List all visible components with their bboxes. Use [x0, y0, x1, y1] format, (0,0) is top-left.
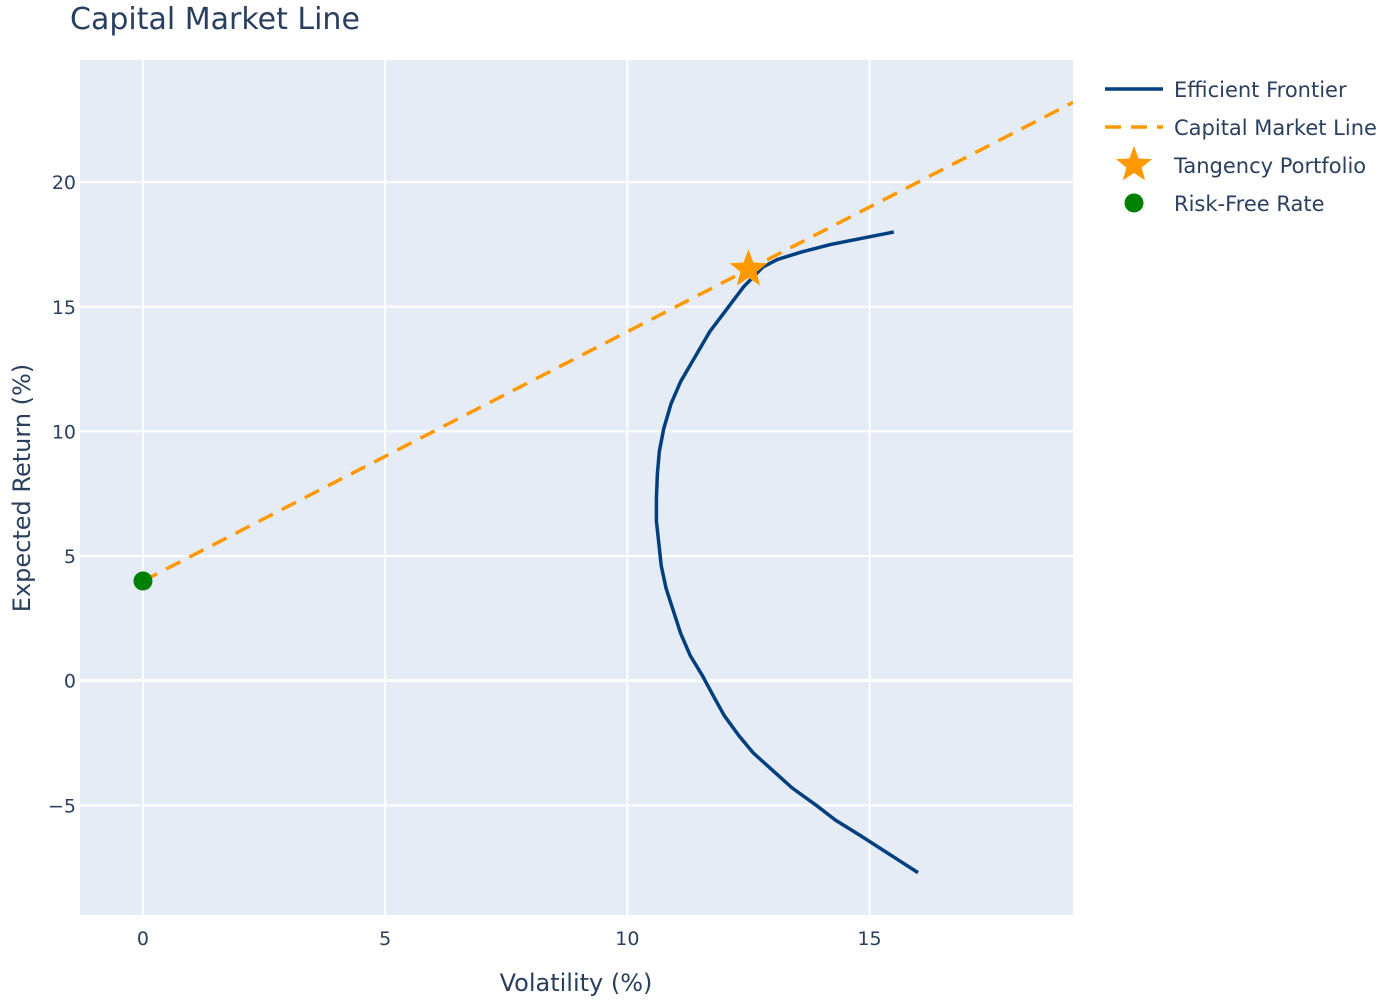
y-axis-ticks: −5 0 5 10 15 20: [48, 172, 76, 817]
efficient-frontier-line: [654, 230, 919, 875]
x-axis-title: Volatility (%): [500, 969, 653, 997]
legend-label-capital-market-line: Capital Market Line: [1174, 116, 1377, 140]
legend-label-risk-free-rate: Risk-Free Rate: [1174, 192, 1325, 216]
x-tick-label: 0: [137, 928, 149, 950]
legend-swatch-tangency-portfolio: [1115, 146, 1153, 181]
y-axis-title: Expected Return (%): [8, 364, 36, 612]
legend-swatch-risk-free-rate: [1124, 193, 1144, 213]
y-tick-label: 10: [52, 421, 76, 443]
y-tick-label: 15: [52, 297, 76, 319]
x-tick-label: 15: [857, 928, 881, 950]
chart-title: Capital Market Line: [70, 2, 360, 37]
risk-free-rate-marker: [133, 571, 153, 591]
y-tick-label: 20: [52, 172, 76, 194]
y-tick-label: 5: [64, 546, 76, 568]
x-tick-label: 10: [615, 928, 639, 950]
x-tick-label: 5: [379, 928, 391, 950]
y-tick-label: −5: [48, 795, 76, 817]
legend: Efficient Frontier Capital Market Line Tan…: [1105, 78, 1377, 216]
gridlines: [80, 60, 1073, 915]
series-layer: [133, 100, 1073, 875]
y-tick-label: 0: [64, 671, 76, 693]
tangency-portfolio-marker: [729, 249, 768, 286]
legend-label-tangency-portfolio: Tangency Portfolio: [1173, 154, 1366, 178]
legend-label-efficient-frontier: Efficient Frontier: [1174, 78, 1347, 102]
capital-market-line-line: [142, 100, 1073, 583]
x-axis-ticks: 0 5 10 15: [137, 928, 882, 950]
plot-area: [80, 60, 1073, 915]
